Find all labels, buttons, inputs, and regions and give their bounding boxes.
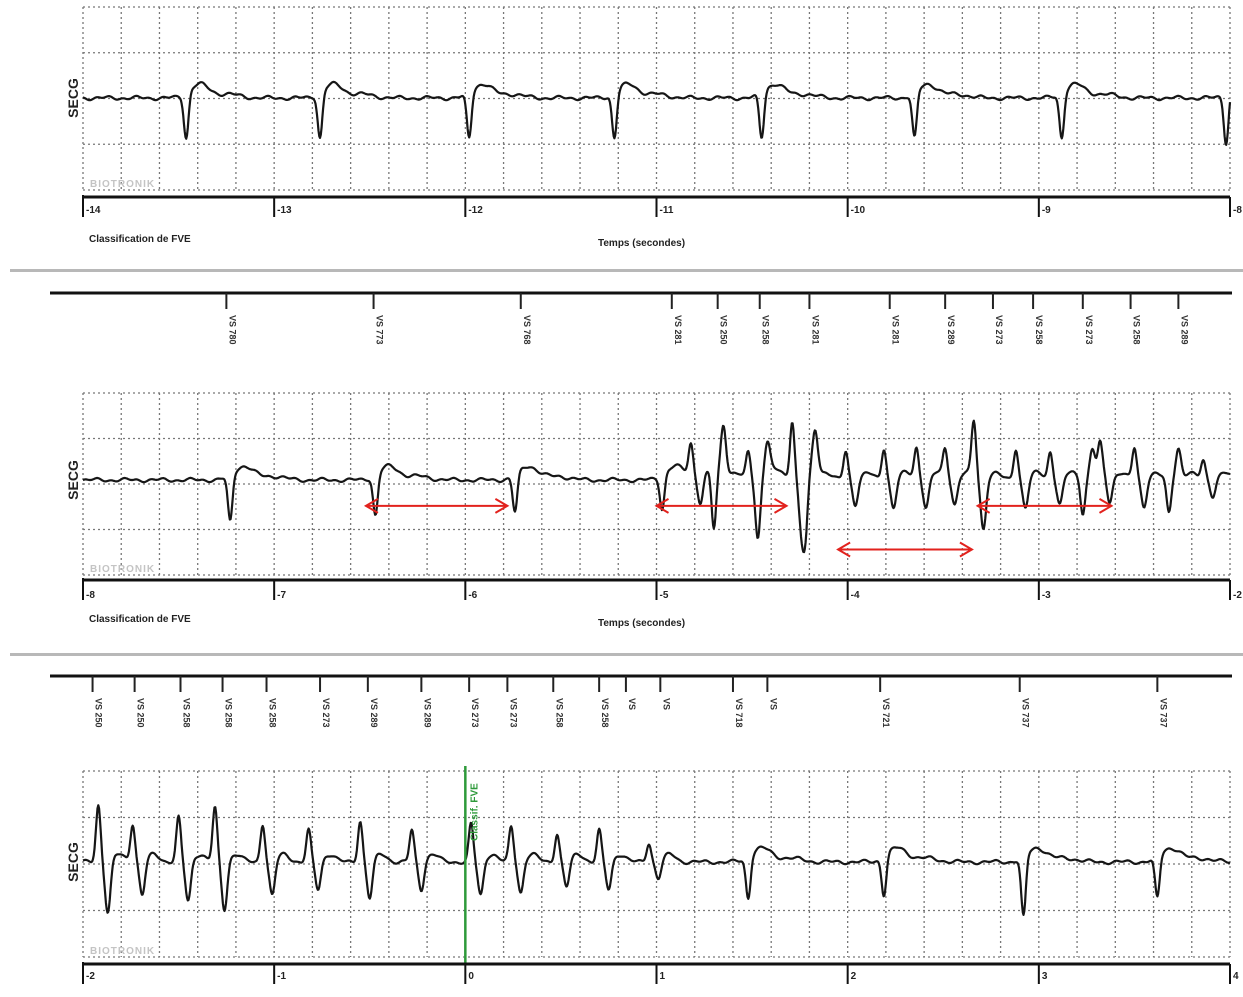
panel-separator	[10, 269, 1243, 272]
event-label: Classif. FVE	[469, 783, 480, 841]
axis-tick-label: 1	[660, 971, 666, 982]
marker-label: VS 737	[1158, 698, 1168, 728]
arrow-head-right	[959, 541, 974, 558]
arrow-head-left	[975, 497, 991, 514]
marker-label: VS 258	[554, 698, 564, 728]
marker-label: VS 250	[94, 698, 104, 728]
marker-label: VS 737	[1021, 698, 1031, 728]
marker-label: VS 289	[369, 698, 379, 728]
channel-label: SECG	[65, 842, 81, 882]
ecg-grid	[82, 392, 1231, 576]
axis-tick-label: -7	[277, 590, 286, 601]
marker-label: VS 718	[734, 698, 744, 728]
marker-label: VS 281	[891, 315, 901, 345]
marker-label: VS 258	[181, 698, 191, 728]
interval-arrow	[363, 497, 510, 514]
marker-label: VS 273	[508, 698, 518, 728]
marker-label: VS 273	[994, 315, 1004, 345]
channel-label: SECG	[65, 460, 81, 500]
ecg-panel-3: VS 250 VS 250 VS 258 VS 258 VS 258 VS 273 VS 2…	[50, 674, 1239, 984]
axis-tick-label: -2	[1233, 590, 1242, 601]
axis-tick-label: -1	[277, 971, 286, 982]
axis-tick-label: -8	[1233, 205, 1242, 216]
axis-tick-label: -13	[277, 205, 292, 216]
marker-label: VS 780	[227, 315, 237, 345]
marker-label: VS 281	[673, 315, 683, 345]
marker-label: VS 250	[136, 698, 146, 728]
arrow-head-left	[363, 497, 379, 514]
arrow-head-left	[836, 541, 851, 558]
marker-label: VS 289	[1179, 315, 1189, 345]
interval-arrow	[975, 497, 1114, 514]
marker-label: VS 289	[946, 315, 956, 345]
axis-tick-label: -11	[660, 205, 674, 216]
marker-label: VS 289	[422, 698, 432, 728]
axis-tick-label: -2	[86, 971, 95, 982]
marker-label: VS 768	[522, 315, 532, 345]
ecg-panel-1: SECG BIOTRONIK -14 -13 -12 -11 -10 -9 -8 Classifi…	[65, 6, 1242, 249]
axis-tick-label: -8	[86, 590, 95, 601]
marker-label: VS	[768, 698, 778, 710]
ecg-grid	[82, 770, 1231, 958]
marker-label: VS 258	[268, 698, 278, 728]
axis-tick-label: 0	[468, 971, 474, 982]
axis-tick-label: -5	[660, 590, 669, 601]
ecg-waveform	[82, 419, 1231, 554]
ecg-waveform	[82, 804, 1231, 917]
ecg-panel-2: VS 780 VS 773 VS 768 VS 281 VS 250 VS 258 VS 2…	[50, 291, 1242, 629]
marker-label: VS	[627, 698, 637, 710]
marker-label: VS 273	[470, 698, 480, 728]
marker-label: VS 281	[810, 315, 820, 345]
ecg-waveform	[82, 80, 1232, 146]
x-axis-title: Temps (secondes)	[598, 618, 685, 629]
axis-tick-label: -12	[468, 205, 483, 216]
marker-label: VS 273	[1084, 315, 1094, 345]
axis-tick-label: -10	[851, 205, 866, 216]
arrow-head-right	[773, 497, 789, 514]
marker-label: VS 258	[224, 698, 234, 728]
channel-label: SECG	[65, 78, 81, 118]
device-watermark: BIOTRONIK	[90, 946, 155, 957]
axis-tick-label: -9	[1042, 205, 1051, 216]
x-axis-title: Temps (secondes)	[598, 238, 685, 249]
marker-label: VS 250	[719, 315, 729, 345]
axis-tick-label: 2	[851, 971, 857, 982]
axis-tick-label: -3	[1042, 590, 1051, 601]
arrow-head-right	[494, 497, 510, 514]
marker-label: VS 258	[1034, 315, 1044, 345]
device-watermark: BIOTRONIK	[90, 564, 155, 575]
marker-label: VS 258	[761, 315, 771, 345]
classification-label: Classification de FVE	[89, 234, 191, 245]
marker-label: VS 258	[1132, 315, 1142, 345]
axis-tick-label: -14	[86, 205, 101, 216]
marker-label: VS 258	[600, 698, 610, 728]
arrow-head-right	[1098, 497, 1114, 514]
axis-tick-label: -4	[851, 590, 860, 601]
panel-separator	[10, 653, 1243, 656]
marker-label: VS 273	[321, 698, 331, 728]
axis-tick-label: 3	[1042, 971, 1048, 982]
arrow-head-left	[654, 497, 670, 514]
marker-label: VS 721	[881, 698, 891, 728]
axis-tick-label: 4	[1233, 971, 1239, 982]
interval-arrow	[836, 541, 974, 558]
axis-tick-label: -6	[468, 590, 477, 601]
interval-arrow	[654, 497, 789, 514]
marker-label: VS	[661, 698, 671, 710]
classification-label: Classification de FVE	[89, 614, 191, 625]
device-watermark: BIOTRONIK	[90, 179, 155, 190]
marker-label: VS 773	[375, 315, 385, 345]
